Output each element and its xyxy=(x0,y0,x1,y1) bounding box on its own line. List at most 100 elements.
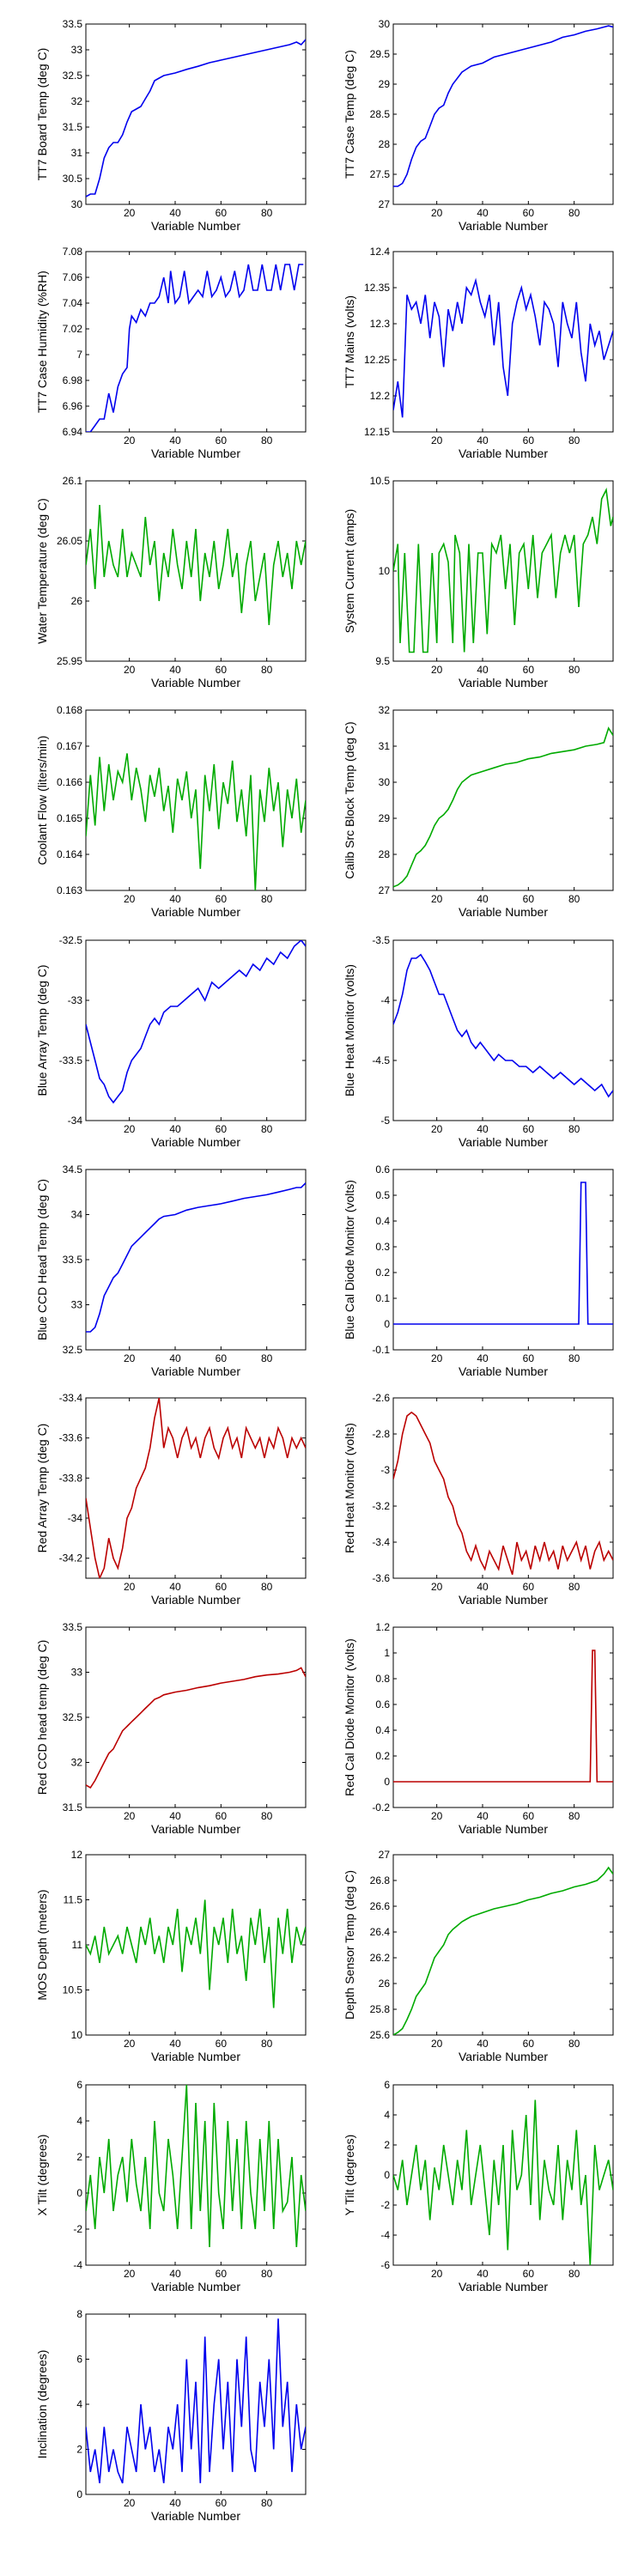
y-tick-label: -32.5 xyxy=(59,934,83,946)
plot-area xyxy=(392,480,614,662)
y-tick-label: 10.5 xyxy=(370,475,391,487)
x-tick-label: 20 xyxy=(431,1581,443,1593)
y-tick-label: -4.5 xyxy=(372,1054,390,1066)
y-tick-label: 6 xyxy=(384,2079,390,2091)
x-tick-label: 80 xyxy=(568,2038,580,2050)
y-tick-label: 6.94 xyxy=(63,426,83,438)
y-tick-label: -5 xyxy=(380,1115,390,1127)
y-tick-label: -2.6 xyxy=(372,1392,390,1404)
y-axis-label: Calib Src Block Temp (deg C) xyxy=(343,721,356,878)
y-tick-label: 0.163 xyxy=(57,884,82,896)
x-axis-label: Variable Number xyxy=(151,1364,240,1378)
series-line xyxy=(86,1667,306,1789)
x-tick-label: 60 xyxy=(523,1581,535,1593)
y-tick-label: 0.8 xyxy=(375,1673,390,1685)
x-axis-label: Variable Number xyxy=(151,2050,240,2063)
chart-3: 6.94 6.96 6.98 7 7.02 7.04 7.06 7.08 20 40 60 80 Var… xyxy=(35,246,307,460)
y-tick-label: 28 xyxy=(379,848,391,860)
y-tick-label: -3.4 xyxy=(372,1536,390,1548)
x-tick-label: 80 xyxy=(568,1352,580,1364)
plot-area xyxy=(392,1626,614,1808)
y-tick-label: 0.6 xyxy=(375,1698,390,1710)
series-line xyxy=(86,1182,306,1333)
y-tick-label: 10.5 xyxy=(63,1984,83,1996)
y-tick-label: -33.8 xyxy=(59,1472,83,1484)
x-tick-label: 80 xyxy=(261,434,273,447)
plot-area xyxy=(392,939,614,1121)
y-tick-label: 12.15 xyxy=(364,426,390,438)
x-axis-label: Variable Number xyxy=(459,2280,548,2293)
y-axis-label: Inclination (degrees) xyxy=(35,2350,49,2459)
x-axis-label: Variable Number xyxy=(151,1593,240,1607)
x-tick-label: 60 xyxy=(523,1123,535,1135)
y-tick-label: -33 xyxy=(68,994,83,1006)
plot-area xyxy=(392,23,614,205)
x-tick-label: 40 xyxy=(169,434,181,447)
y-tick-label: 29.5 xyxy=(370,48,391,60)
x-tick-label: 80 xyxy=(261,664,273,676)
y-tick-label: -34.2 xyxy=(59,1552,83,1564)
plot-area xyxy=(392,1169,614,1351)
plot-area xyxy=(392,2084,614,2266)
plot-area xyxy=(85,1854,307,2036)
x-tick-label: 80 xyxy=(568,1123,580,1135)
y-axis-label: Depth Sensor Temp (deg C) xyxy=(343,1870,356,2020)
x-tick-label: 80 xyxy=(261,1123,273,1135)
x-tick-label: 20 xyxy=(431,2268,443,2280)
x-tick-label: 40 xyxy=(169,207,181,219)
y-tick-label: 2 xyxy=(384,2139,390,2151)
y-axis-label: Blue Heat Monitor (volts) xyxy=(343,964,356,1097)
y-axis-label: TT7 Case Temp (deg C) xyxy=(343,50,356,179)
x-tick-label: 80 xyxy=(568,893,580,905)
plot-area xyxy=(85,480,307,662)
x-axis-label: Variable Number xyxy=(459,1593,548,1607)
y-tick-label: 28 xyxy=(379,138,391,150)
series-line xyxy=(86,940,306,1104)
y-axis-label: Y Tilt (degrees) xyxy=(343,2135,356,2216)
x-tick-label: 20 xyxy=(431,434,443,447)
y-tick-label: 12.3 xyxy=(370,318,391,330)
y-tick-label: 32.5 xyxy=(63,1711,83,1723)
x-tick-label: 40 xyxy=(477,1123,489,1135)
y-tick-label: 4 xyxy=(76,2115,82,2127)
x-tick-label: 60 xyxy=(523,1810,535,1822)
x-tick-label: 60 xyxy=(216,1810,228,1822)
x-tick-label: 60 xyxy=(216,434,228,447)
x-axis-label: Variable Number xyxy=(459,1135,548,1149)
y-tick-label: 12.35 xyxy=(364,282,390,294)
plot-area xyxy=(85,1169,307,1351)
x-tick-label: 40 xyxy=(169,2497,181,2509)
x-tick-label: 40 xyxy=(169,1810,181,1822)
series-line xyxy=(393,25,613,187)
plot-area xyxy=(392,1397,614,1579)
x-tick-label: 20 xyxy=(431,2038,443,2050)
y-tick-label: 33.5 xyxy=(63,1621,83,1633)
y-tick-label: 2 xyxy=(76,2444,82,2456)
x-tick-label: 60 xyxy=(216,207,228,219)
x-tick-label: 20 xyxy=(124,434,136,447)
y-tick-label: 4 xyxy=(76,2398,82,2410)
plot-area xyxy=(85,1626,307,1808)
y-tick-label: -3 xyxy=(380,1464,390,1476)
y-tick-label: 29 xyxy=(379,78,391,90)
y-tick-label: 0.165 xyxy=(57,812,82,824)
x-axis-label: Variable Number xyxy=(459,2050,548,2063)
x-tick-label: 40 xyxy=(169,1123,181,1135)
chart-8: 27 28 29 30 31 32 20 40 60 80 Variable Number Calib… xyxy=(343,704,614,919)
series-line xyxy=(86,1398,306,1578)
y-axis-label: System Current (amps) xyxy=(343,509,356,634)
x-tick-label: 20 xyxy=(124,1123,136,1135)
x-tick-label: 80 xyxy=(261,1810,273,1822)
y-tick-label: 26.2 xyxy=(370,1952,391,1964)
x-tick-label: 80 xyxy=(261,2038,273,2050)
y-tick-label: 26.8 xyxy=(370,1874,391,1886)
x-axis-label: Variable Number xyxy=(151,1135,240,1149)
y-tick-label: 0.4 xyxy=(375,1215,390,1227)
x-axis-label: Variable Number xyxy=(459,1364,548,1378)
y-tick-label: 7.04 xyxy=(63,297,83,309)
y-tick-label: 10 xyxy=(379,565,391,577)
chart-4: 12.15 12.2 12.25 12.3 12.35 12.4 20 40 60 80 Varia… xyxy=(343,246,614,460)
x-tick-label: 80 xyxy=(568,664,580,676)
y-tick-label: 0.2 xyxy=(375,1267,390,1279)
series-line xyxy=(86,504,306,626)
